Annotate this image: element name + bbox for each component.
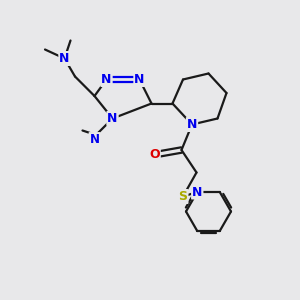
Text: N: N xyxy=(101,73,112,86)
Text: N: N xyxy=(187,118,197,131)
Text: N: N xyxy=(134,73,145,86)
Text: N: N xyxy=(107,112,118,125)
Text: N: N xyxy=(89,133,100,146)
Text: N: N xyxy=(192,185,202,199)
Text: O: O xyxy=(149,148,160,161)
Text: N: N xyxy=(59,52,70,65)
Text: S: S xyxy=(178,190,188,203)
